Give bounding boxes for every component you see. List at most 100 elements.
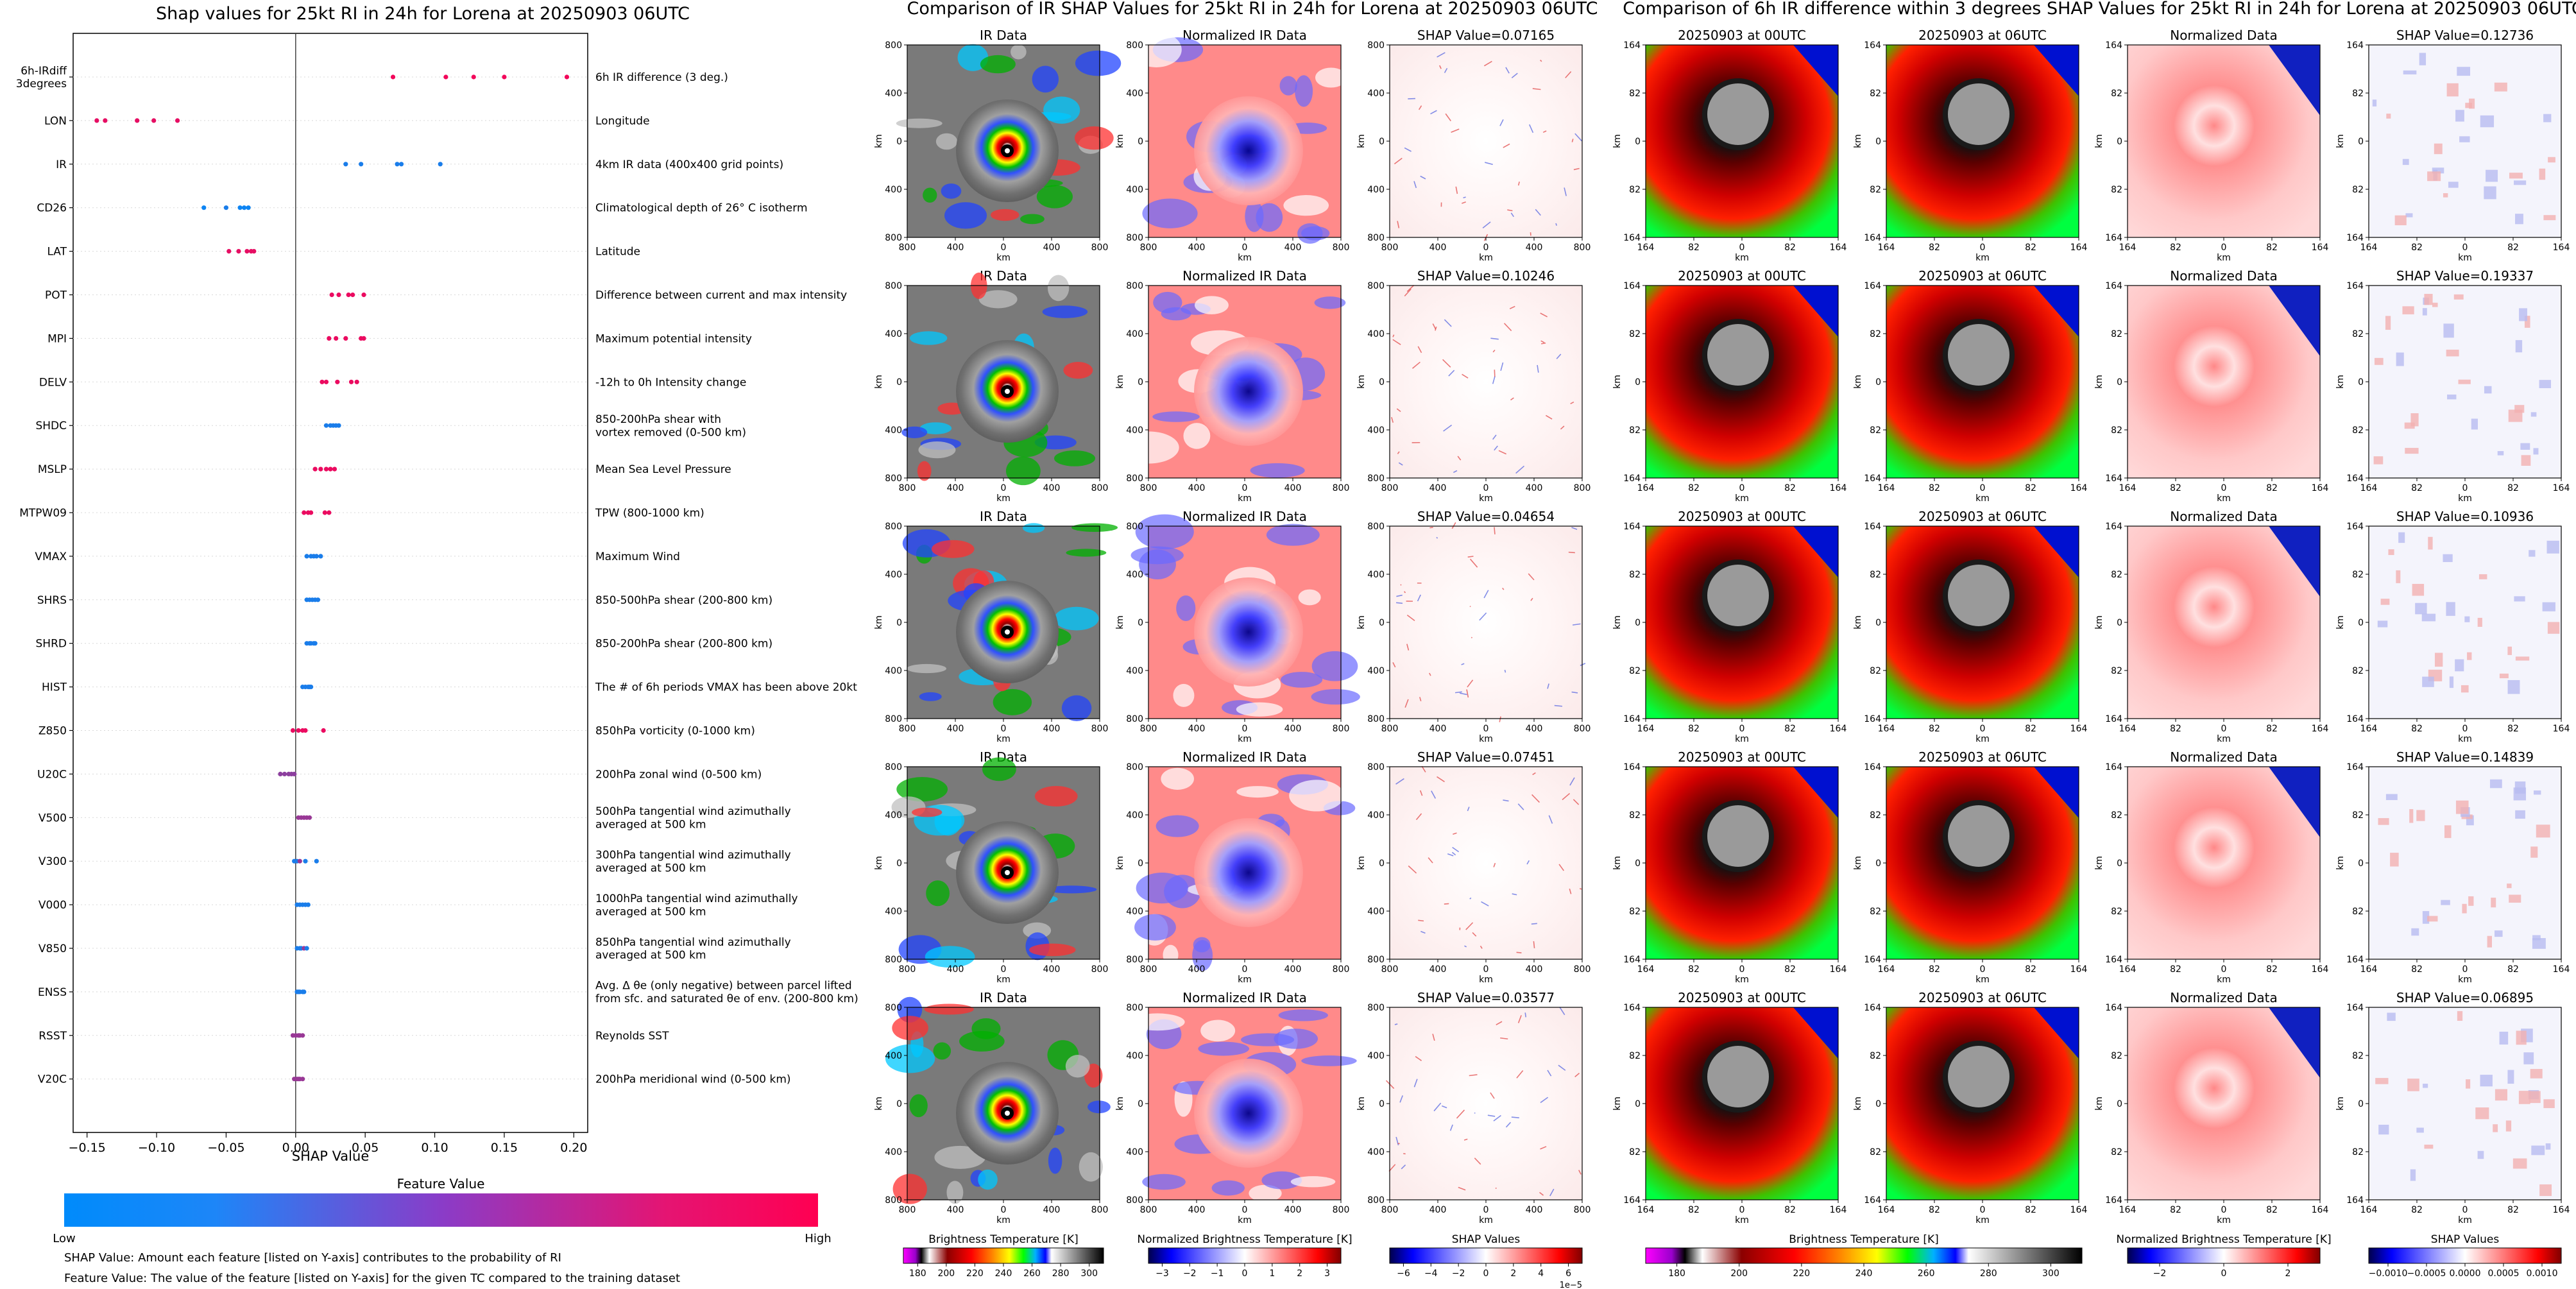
dshap-cell — [2424, 294, 2433, 305]
norm-feature — [1200, 1020, 1236, 1042]
feature-row: ENSS Avg. Δ θe (only negative) between pa… — [38, 980, 858, 1005]
norm-feature — [1241, 1033, 1295, 1046]
tt-panel: 20250903 at 00UTC1641648282008282164164k… — [1612, 509, 1847, 744]
norm-feature — [1283, 195, 1329, 216]
panel-title: IR Data — [980, 509, 1027, 524]
eyewall — [1702, 78, 1774, 150]
feature-name: SHRS — [37, 594, 67, 607]
dshap-cell — [2546, 540, 2559, 554]
x-axis-label: km — [2217, 493, 2231, 504]
feature-row: DELV -12h to 0h Intensity change — [39, 376, 746, 389]
shap-streak — [1569, 888, 1572, 894]
y-axis-label: km — [2094, 856, 2104, 870]
cloud-band — [1047, 275, 1070, 302]
x-tick-label: 164 — [2553, 243, 2570, 253]
norm-feature — [1278, 1009, 1328, 1021]
colorbar-tick-label: 3 — [1324, 1268, 1330, 1279]
y-tick-label: 800 — [1367, 955, 1385, 965]
shap-streak — [1469, 1074, 1478, 1077]
x-tick-label: 82 — [1784, 1205, 1796, 1215]
colorbar-tick-label: 180 — [1668, 1268, 1685, 1279]
shap-point — [343, 336, 348, 341]
cloud-band — [885, 1044, 935, 1073]
dshap-cell — [2415, 602, 2427, 615]
feature-description: TPW (800-1000 km) — [595, 507, 704, 520]
x-tick-label: 164 — [2119, 1205, 2137, 1215]
shap-streak — [1494, 527, 1496, 534]
shap-streak — [1549, 1188, 1555, 1197]
y-axis-label: km — [2335, 856, 2346, 870]
dshap-cell — [2422, 308, 2427, 316]
x-tick-label: 82 — [2170, 243, 2181, 253]
norm-feature — [1152, 411, 1200, 422]
shap-streak — [1415, 813, 1422, 821]
x-tick-label: 164 — [2553, 724, 2570, 734]
y-tick-label: 0 — [896, 1099, 902, 1109]
x-axis-label: km — [996, 493, 1011, 504]
y-tick-label: 164 — [1864, 522, 1881, 532]
x-tick-label: 0 — [2221, 1205, 2227, 1215]
x-tick-label: 0 — [1980, 243, 1986, 253]
feature-row: MTPW09 TPW (800-1000 km) — [19, 507, 704, 520]
shap-streak — [1447, 853, 1454, 857]
shap-streak — [1432, 323, 1437, 330]
x-tick-label: 82 — [2266, 724, 2278, 734]
x-axis-label: km — [2217, 734, 2231, 744]
x-tick-label: 82 — [1688, 243, 1700, 253]
feature-name: SHRD — [36, 638, 67, 651]
x-tick-label: 400 — [1526, 483, 1543, 493]
feature-row: V500 500hPa tangential wind azimuthally av… — [38, 805, 791, 831]
x-tick-label: 0 — [1483, 724, 1489, 734]
y-axis-label: km — [1115, 1097, 1125, 1111]
x-tick-label: 0 — [1242, 964, 1248, 975]
x-tick-label: 400 — [947, 243, 964, 253]
colorbar-tick-label: 4 — [1538, 1268, 1544, 1279]
feature-name: Z850 — [38, 724, 67, 737]
shap-streak — [1388, 1164, 1396, 1172]
x-tick-label: 400 — [947, 724, 964, 734]
colorbar-tick-label: 300 — [2042, 1268, 2060, 1279]
dshap-cell — [2543, 114, 2552, 123]
panel-title: Normalized IR Data — [1182, 28, 1307, 43]
shap-streak — [1404, 147, 1412, 152]
dshap-cell — [2394, 215, 2407, 226]
colorbar-tick-label: 180 — [909, 1268, 926, 1279]
shap-streak — [1406, 615, 1415, 622]
y-tick-label: 164 — [2105, 1195, 2122, 1206]
shap-point — [322, 510, 327, 515]
dshap-cell — [2480, 1075, 2493, 1087]
shap-streak — [1503, 323, 1512, 332]
colorbar-tick-label: 1 — [1269, 1268, 1275, 1279]
x-tick-label: 0 — [1739, 243, 1745, 253]
y-tick-label: 164 — [2105, 1003, 2122, 1013]
y-tick-label: 82 — [2111, 1051, 2122, 1061]
dshap-cell — [2453, 294, 2464, 300]
colorbar-label: Brightness Temperature [K] — [928, 1233, 1078, 1246]
cloud-band — [1028, 943, 1076, 957]
cloud-band — [923, 187, 937, 203]
feature-name: MSLP — [38, 463, 67, 476]
y-tick-label: 0 — [2117, 858, 2122, 869]
eyewall — [1943, 78, 2015, 150]
cloud-band — [909, 1094, 928, 1118]
y-tick-label: 400 — [1126, 570, 1143, 580]
x-tick-label: 0 — [1483, 964, 1489, 975]
y-tick-label: 0 — [1138, 1099, 1143, 1109]
feature-row: 6h-IRdiff 3degrees 6h IR difference (3 deg… — [16, 65, 728, 90]
cloud-band — [1053, 450, 1096, 466]
x-axis-label: km — [1975, 253, 1990, 263]
dshap-cell — [2477, 1150, 2484, 1159]
colorbar-label: Brightness Temperature [K] — [1789, 1233, 1938, 1246]
shap-streak — [1437, 776, 1445, 783]
dshap-cell — [2447, 394, 2457, 400]
y-tick-label: 400 — [885, 810, 902, 821]
panel-title: 20250903 at 06UTC — [1918, 268, 2047, 284]
irdiff-comparison-title: Comparison of 6h IR difference within 3 … — [1623, 0, 2576, 19]
y-tick-label: 82 — [2352, 666, 2364, 676]
shap-streak — [1472, 932, 1477, 937]
x-tick-label: 400 — [1043, 483, 1061, 493]
feature-description: The # of 6h periods VMAX has been above … — [595, 681, 857, 694]
y-tick-label: 164 — [2105, 233, 2122, 243]
y-tick-label: 82 — [1870, 1051, 1881, 1061]
x-tick-label: 400 — [1284, 1205, 1302, 1215]
